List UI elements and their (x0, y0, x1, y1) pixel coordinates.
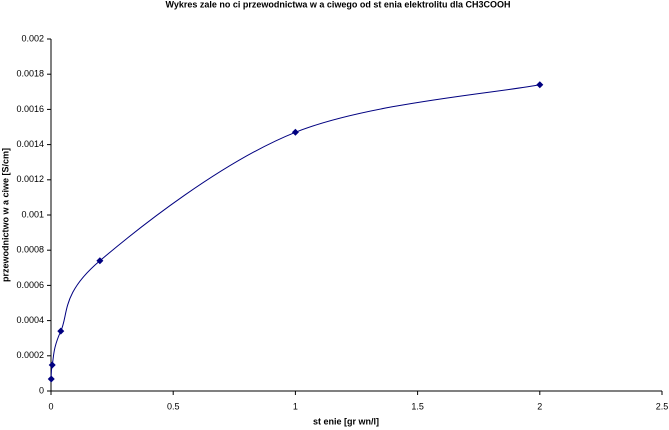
y-tick-label: 0.0016 (16, 104, 44, 114)
y-tick-label: 0.0008 (16, 245, 44, 255)
y-tick-label: 0.0018 (16, 69, 44, 79)
point (96, 257, 104, 265)
y-axis-label: przewodnictwo w a ciwe [S/cm] (0, 148, 10, 282)
y-tick-label: 0.0002 (16, 350, 44, 360)
point (57, 327, 65, 335)
point (291, 128, 299, 136)
y-tick-label: 0.001 (21, 209, 44, 219)
x-tick-label: 0.5 (167, 401, 180, 411)
x-tick-label: 1 (293, 401, 298, 411)
x-tick-label: 2 (537, 401, 542, 411)
y-tick-label: 0.0012 (16, 174, 44, 184)
y-tick-label: 0.0006 (16, 280, 44, 290)
chart-title: Wykres zale no ci przewodnictwa w a ciwe… (166, 0, 511, 9)
x-axis-label: st enie [gr wn/l] (313, 416, 379, 426)
x-tick-label: 1.5 (411, 401, 424, 411)
x-tick-label: 0 (48, 401, 53, 411)
point (47, 375, 55, 383)
y-tick-label: 0.0014 (16, 139, 44, 149)
point (48, 361, 56, 369)
y-tick-label: 0.0004 (16, 315, 44, 325)
point (536, 81, 544, 89)
y-tick-label: 0 (39, 385, 44, 395)
x-tick-label: 2.5 (656, 401, 669, 411)
y-tick-label: 0.002 (21, 33, 44, 43)
